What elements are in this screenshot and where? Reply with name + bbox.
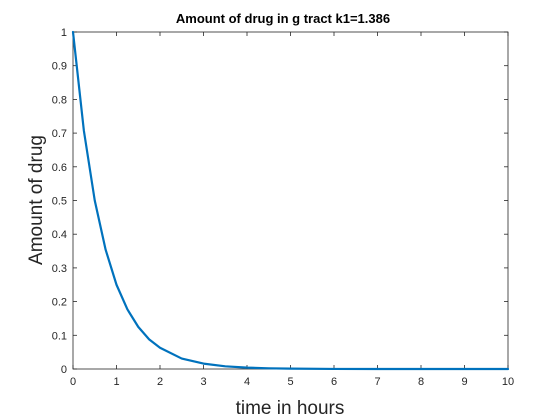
y-tick-label: 0.1 <box>52 330 67 342</box>
axes-box <box>72 31 509 370</box>
x-tick-label: 9 <box>461 376 467 388</box>
x-tick-label: 1 <box>113 376 119 388</box>
x-tick-label: 8 <box>418 376 424 388</box>
y-tick-label: 0.9 <box>52 61 67 73</box>
chart-title: Amount of drug in g tract k1=1.386 <box>176 11 390 26</box>
x-tick-label: 6 <box>331 376 337 388</box>
y-tick-label: 0.8 <box>52 94 67 106</box>
y-tick-label: 1 <box>61 27 67 39</box>
y-tick-label: 0.5 <box>52 196 67 208</box>
x-tick-label: 0 <box>70 376 76 388</box>
x-tick-label: 4 <box>244 376 250 388</box>
series-line-0 <box>71 30 510 371</box>
y-axis-ticks: 0 0.1 0.2 0.3 0.4 0.5 0.6 0.7 0.8 0.9 1 <box>52 27 508 376</box>
y-tick-label: 0 <box>61 364 67 376</box>
x-axis-ticks: 0 1 2 3 4 5 6 7 8 9 10 <box>70 32 514 388</box>
y-axis-label: Amount of drug <box>26 135 47 265</box>
x-tick-label: 5 <box>287 376 293 388</box>
x-tick-label: 10 <box>502 376 514 388</box>
y-tick-label: 0.3 <box>52 263 67 275</box>
x-tick-label: 2 <box>157 376 163 388</box>
y-tick-label: 0.7 <box>52 128 67 140</box>
series-group <box>71 30 510 371</box>
x-axis-label: time in hours <box>236 398 345 419</box>
y-tick-label: 0.4 <box>52 229 67 241</box>
x-tick-label: 7 <box>374 376 380 388</box>
y-tick-label: 0.6 <box>52 162 67 174</box>
x-tick-label: 3 <box>200 376 206 388</box>
y-tick-label: 0.2 <box>52 297 67 309</box>
